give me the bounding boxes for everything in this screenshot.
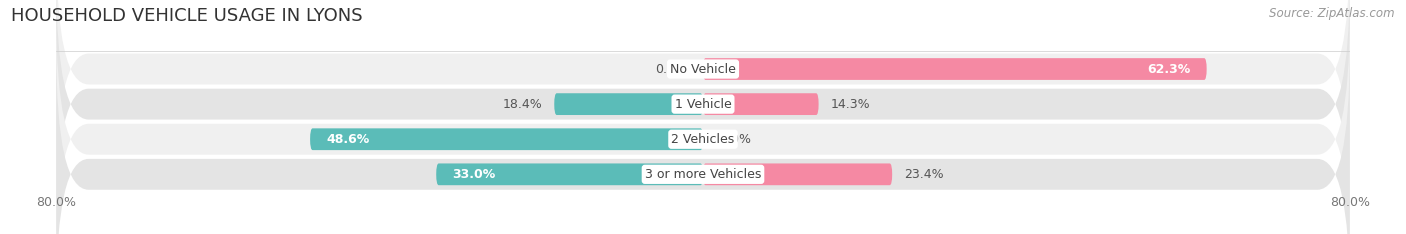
Circle shape (702, 135, 704, 144)
FancyBboxPatch shape (554, 93, 703, 115)
Text: Source: ZipAtlas.com: Source: ZipAtlas.com (1270, 7, 1395, 20)
Text: 3 or more Vehicles: 3 or more Vehicles (645, 168, 761, 181)
FancyBboxPatch shape (311, 128, 703, 150)
FancyBboxPatch shape (436, 164, 703, 185)
Text: No Vehicle: No Vehicle (671, 62, 735, 76)
FancyBboxPatch shape (56, 0, 1350, 229)
FancyBboxPatch shape (703, 58, 1206, 80)
Text: HOUSEHOLD VEHICLE USAGE IN LYONS: HOUSEHOLD VEHICLE USAGE IN LYONS (11, 7, 363, 25)
FancyBboxPatch shape (56, 0, 1350, 194)
Circle shape (702, 65, 704, 73)
Text: 1 Vehicle: 1 Vehicle (675, 98, 731, 111)
Text: 0.0%: 0.0% (720, 133, 751, 146)
Text: 0.0%: 0.0% (655, 62, 688, 76)
Text: 2 Vehicles: 2 Vehicles (672, 133, 734, 146)
FancyBboxPatch shape (56, 49, 1350, 234)
Text: 62.3%: 62.3% (1147, 62, 1191, 76)
Text: 18.4%: 18.4% (502, 98, 543, 111)
Text: 48.6%: 48.6% (326, 133, 370, 146)
Text: 14.3%: 14.3% (831, 98, 870, 111)
Text: 23.4%: 23.4% (904, 168, 943, 181)
FancyBboxPatch shape (703, 93, 818, 115)
Text: 33.0%: 33.0% (453, 168, 496, 181)
FancyBboxPatch shape (56, 14, 1350, 234)
FancyBboxPatch shape (703, 164, 893, 185)
